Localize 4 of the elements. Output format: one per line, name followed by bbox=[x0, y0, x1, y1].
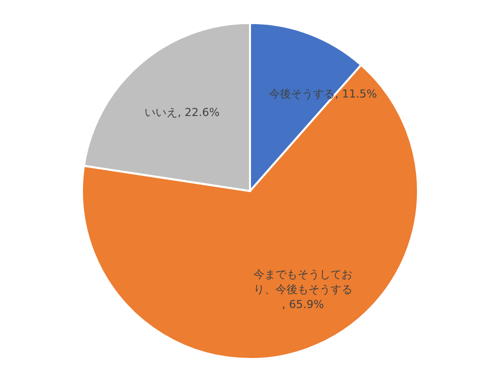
slice-label: 今までもそうしており、今後もそうする bbox=[254, 267, 352, 296]
slice-label: 今後そうする, 11.5% bbox=[269, 87, 377, 100]
slice-label: いいえ, 22.6% bbox=[144, 106, 220, 119]
data-label: , 65.9% bbox=[282, 297, 324, 310]
